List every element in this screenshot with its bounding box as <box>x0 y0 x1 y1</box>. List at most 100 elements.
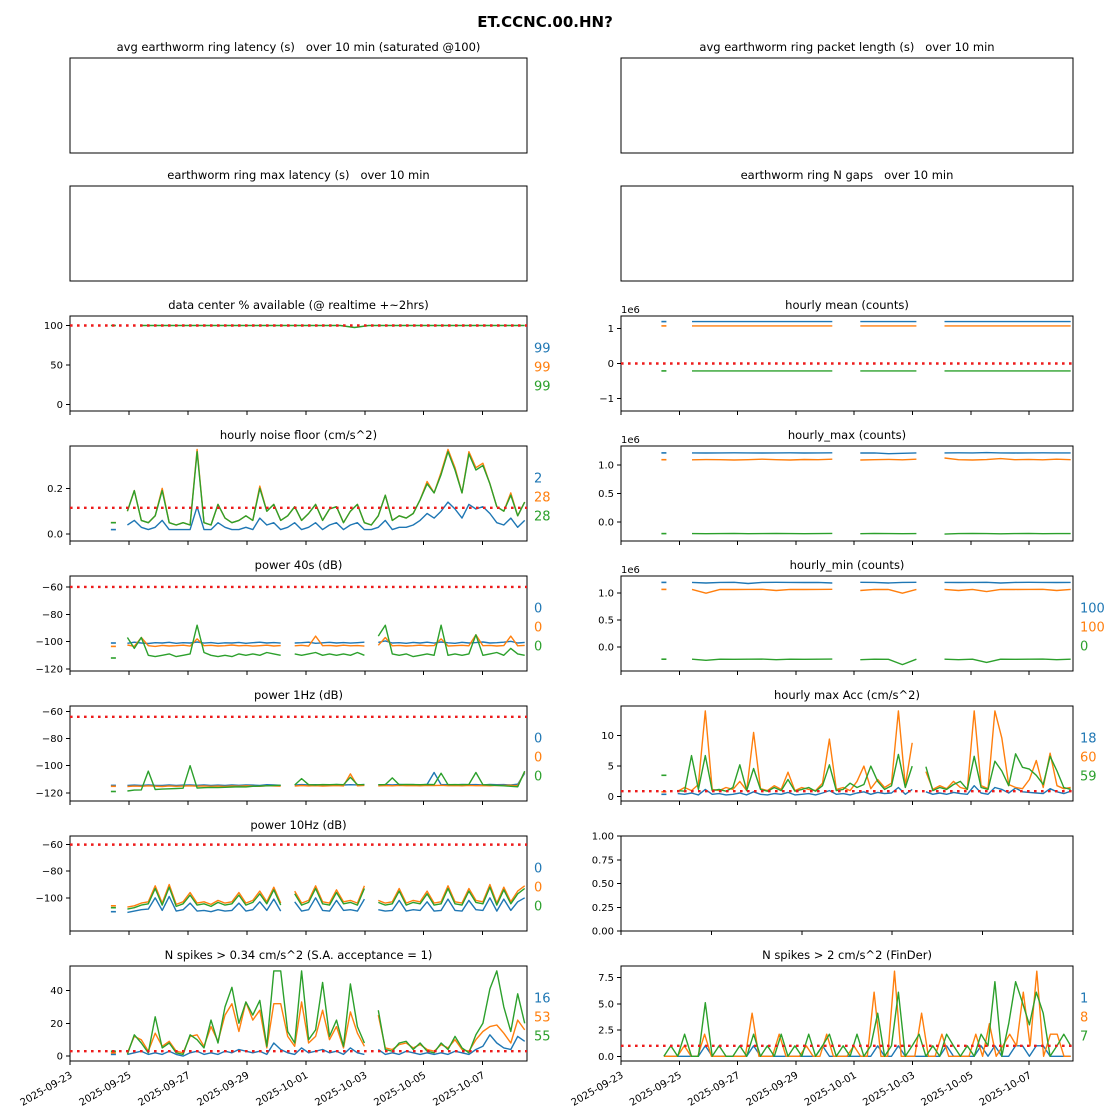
y-tick-label: −100 <box>36 637 63 648</box>
y-tick-label: 0 <box>57 400 63 411</box>
y-tick-label: 0.0 <box>598 518 614 529</box>
panel-title: avg earthworm ring packet length (s) ove… <box>699 40 994 54</box>
x-date-label: 2025-09-25 <box>628 1070 684 1109</box>
y-tick-label: 1.00 <box>592 832 614 843</box>
series-line-blue <box>294 897 366 912</box>
y-tick-label: −120 <box>36 664 63 675</box>
x-date-label: 2025-09-25 <box>78 1070 134 1109</box>
panel-empty-axes: 1.00 0.75 0.50 0.25 0.00 <box>592 832 1074 938</box>
series-value-label: 0 <box>534 621 542 636</box>
y-tick-label: 1.0 <box>598 589 614 600</box>
x-date-label: 2025-09-29 <box>745 1070 801 1109</box>
panel-title: data center % available (@ realtime +~2h… <box>168 298 429 312</box>
series-value-label: 0 <box>534 770 542 785</box>
y-tick-label: −100 <box>36 761 63 772</box>
plot-box <box>69 835 528 932</box>
series-line-orange <box>127 636 281 648</box>
plot-box <box>620 835 1074 932</box>
series-line-blue <box>378 897 526 912</box>
series-value-label: 0 <box>534 862 542 877</box>
series-line-blue <box>691 581 833 585</box>
series-line-blue <box>860 581 917 584</box>
series-value-label: 0 <box>534 640 542 655</box>
series-line-blue <box>294 641 365 644</box>
y-tick-label: −120 <box>36 788 63 799</box>
series-line-orange <box>127 883 282 908</box>
series-line-blue <box>377 1034 526 1056</box>
y-tick-label: −80 <box>42 867 63 878</box>
panel-avg-ring-latency: avg earthworm ring latency (s) over 10 m… <box>69 40 528 154</box>
panel-title: power 40s (dB) <box>255 558 343 572</box>
series-line-orange <box>944 457 1071 461</box>
plot-box <box>69 965 528 1062</box>
plot-box <box>620 185 1074 282</box>
series-value-label: 16 <box>534 992 551 1007</box>
series-line-green <box>944 532 1071 535</box>
x-date-label: 2025-09-23 <box>570 1070 626 1109</box>
series-line-blue <box>677 786 913 796</box>
series-value-label: 18 <box>1080 732 1097 747</box>
series-line-green <box>663 981 1072 1058</box>
y-tick-label: −60 <box>42 582 63 593</box>
plot-box <box>69 705 528 802</box>
y-tick-label: 0.2 <box>47 484 63 495</box>
panel-hourly-min: hourly_min (counts) 1e6 1.0 0.5 0.0 100 100 0 <box>598 558 1105 675</box>
panel-avg-ring-packet-length: avg earthworm ring packet length (s) ove… <box>620 40 1074 154</box>
figure-title: ET.CCNC.00.HN? <box>477 13 613 31</box>
panel-ring-max-latency: earthworm ring max latency (s) over 10 m… <box>69 168 528 282</box>
series-value-label: 100 <box>1080 621 1105 636</box>
series-value-label: 0 <box>534 732 542 747</box>
series-value-label: 28 <box>534 510 551 525</box>
plot-box <box>69 445 528 542</box>
series-value-label: 0 <box>1080 640 1088 655</box>
x-date-label: 2025-10-01 <box>254 1070 310 1109</box>
y-tick-label: 1 <box>608 324 614 335</box>
series-line-orange <box>294 885 366 904</box>
series-value-label: 1 <box>1080 992 1088 1007</box>
y-tick-label: 0.5 <box>598 489 614 500</box>
panel-title: hourly_max (counts) <box>788 428 906 442</box>
series-value-label: 7 <box>1080 1030 1088 1045</box>
y-tick-label: −80 <box>42 734 63 745</box>
panel-ring-n-gaps: earthworm ring N gaps over 10 min <box>620 168 1074 282</box>
plot-box <box>620 705 1074 802</box>
axis-offset-label: 1e6 <box>621 565 640 576</box>
panel-power-10hz: power 10Hz (dB) −60 −80 −100 0 0 0 <box>36 818 542 935</box>
y-tick-label: 20 <box>50 1019 63 1030</box>
series-line-green <box>294 776 365 786</box>
y-tick-label: −60 <box>42 840 63 851</box>
panel-title: hourly_min (counts) <box>790 558 905 572</box>
panel-nspikes-sa: N spikes > 0.34 cm/s^2 (S.A. acceptance … <box>19 948 551 1109</box>
series-line-green <box>294 887 366 906</box>
y-tick-label: 0.00 <box>592 927 614 938</box>
y-tick-label: 0 <box>57 1052 63 1063</box>
plot-box <box>69 575 528 672</box>
series-line-green <box>127 886 282 910</box>
plot-box <box>620 575 1074 672</box>
axis-offset-label: 1e6 <box>621 435 640 446</box>
axis-offset-label: 1e6 <box>621 305 640 316</box>
panel-hourly-mean: hourly mean (counts) 1e6 1 0 −1 <box>599 298 1074 415</box>
series-line-blue <box>925 785 1071 795</box>
y-tick-label: 1.0 <box>598 460 614 471</box>
panel-title: earthworm ring max latency (s) over 10 m… <box>167 168 429 182</box>
y-tick-label: −80 <box>42 610 63 621</box>
series-line-green <box>925 753 1071 792</box>
series-line-green <box>141 324 525 329</box>
y-tick-label: 2.5 <box>598 1026 614 1037</box>
series-line-orange <box>378 883 526 904</box>
series-line-orange <box>944 588 1071 593</box>
y-tick-label: 0.25 <box>592 903 614 914</box>
series-line-green <box>677 753 913 792</box>
series-line-blue <box>378 640 525 644</box>
y-tick-label: 7.5 <box>598 973 614 984</box>
series-value-label: 0 <box>534 900 542 915</box>
series-line-orange <box>691 458 833 461</box>
y-tick-label: 50 <box>50 361 63 372</box>
series-line-orange <box>925 710 1071 791</box>
series-value-label: 2 <box>534 472 542 487</box>
panel-title: earthworm ring N gaps over 10 min <box>741 168 954 182</box>
y-tick-label: 0.50 <box>592 879 614 890</box>
x-date-label: 2025-09-23 <box>19 1070 75 1109</box>
